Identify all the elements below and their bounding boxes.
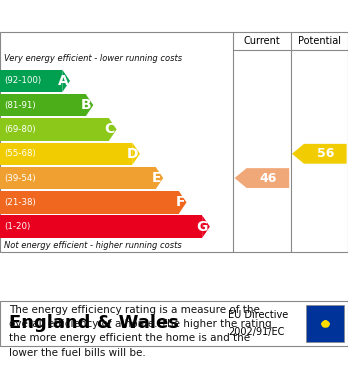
Text: B: B (81, 98, 92, 112)
Bar (0, 118, 109, 141)
Polygon shape (86, 94, 93, 117)
Text: C: C (105, 122, 115, 136)
Text: 56: 56 (317, 147, 334, 160)
Bar (0, 142, 132, 165)
Text: (1-20): (1-20) (4, 222, 30, 231)
Polygon shape (202, 215, 210, 238)
Bar (0, 167, 156, 189)
Polygon shape (179, 191, 187, 213)
Polygon shape (235, 168, 289, 188)
Text: Current: Current (244, 36, 280, 46)
Text: (55-68): (55-68) (4, 149, 36, 158)
Polygon shape (109, 118, 117, 141)
Text: (39-54): (39-54) (4, 174, 36, 183)
Text: A: A (57, 74, 68, 88)
Text: D: D (127, 147, 138, 161)
Polygon shape (292, 144, 347, 164)
Polygon shape (156, 167, 163, 189)
Text: E: E (152, 171, 161, 185)
Bar (0, 191, 179, 213)
Text: (81-91): (81-91) (4, 100, 36, 110)
Text: Energy Efficiency Rating: Energy Efficiency Rating (9, 9, 219, 24)
Bar (306, 305, 344, 343)
Polygon shape (62, 70, 70, 92)
Text: EU Directive: EU Directive (228, 310, 288, 320)
Text: (92-100): (92-100) (4, 76, 41, 85)
Bar (0, 215, 202, 238)
Bar (0, 94, 86, 117)
Text: England & Wales: England & Wales (9, 314, 179, 332)
Text: F: F (175, 196, 185, 209)
Text: Potential: Potential (298, 36, 341, 46)
Text: 46: 46 (259, 172, 277, 185)
Text: Not energy efficient - higher running costs: Not energy efficient - higher running co… (4, 241, 182, 250)
Text: (21-38): (21-38) (4, 198, 36, 207)
Polygon shape (132, 142, 140, 165)
Text: (69-80): (69-80) (4, 125, 36, 134)
Text: The energy efficiency rating is a measure of the
overall efficiency of a home. T: The energy efficiency rating is a measur… (9, 305, 271, 358)
Text: G: G (197, 220, 208, 234)
Bar (0, 70, 62, 92)
Text: 2002/91/EC: 2002/91/EC (228, 326, 284, 337)
Text: Very energy efficient - lower running costs: Very energy efficient - lower running co… (4, 54, 182, 63)
